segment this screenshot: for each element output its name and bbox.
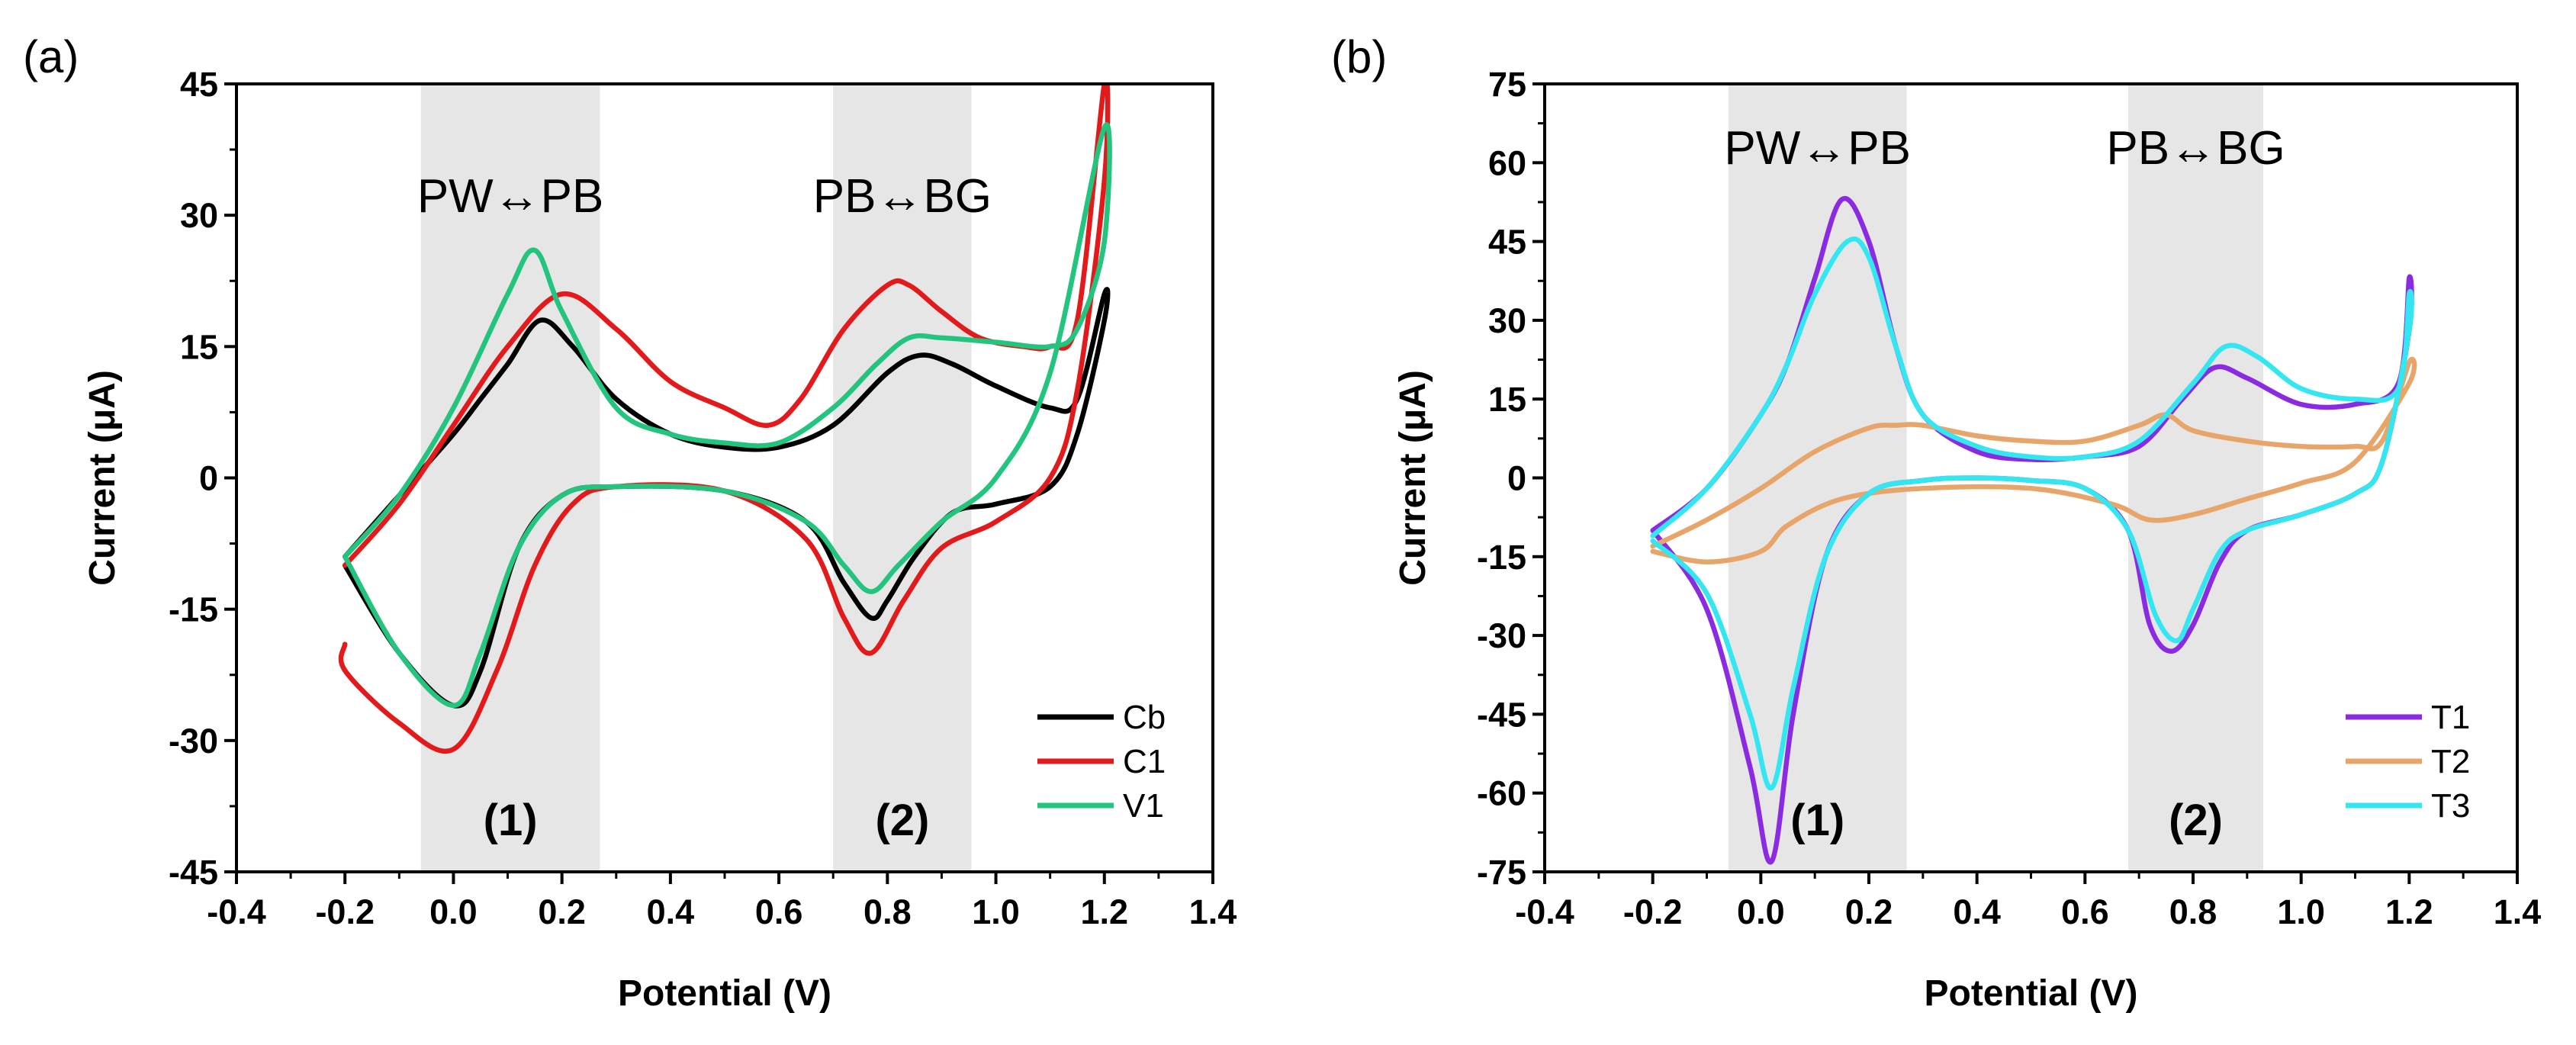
y-tick-label: 15 <box>180 327 218 366</box>
region-annotation-2: PB↔BG <box>2106 122 2285 175</box>
shaded-region-2 <box>2128 84 2264 872</box>
x-tick-label: 0.8 <box>2169 892 2217 931</box>
series-line-t3 <box>1650 236 2414 791</box>
y-tick-label: 45 <box>180 65 218 104</box>
x-tick-label: -0.2 <box>315 892 375 931</box>
x-tick-label: 0.8 <box>863 892 912 931</box>
y-tick-label: -30 <box>169 722 218 760</box>
shaded-region-1 <box>1728 84 1907 872</box>
x-tick-label: 1.2 <box>1080 892 1128 931</box>
x-tick-label: 0.6 <box>2061 892 2109 931</box>
x-tick-label: 1.0 <box>2277 892 2325 931</box>
region-annotation-2: PB↔BG <box>813 170 992 223</box>
panel-b: -0.4 -0.2 0.0 0.2 0.4 0.6 0.8 1.0 1.2 1.4 -75 -60 -4… <box>1331 31 2541 1014</box>
plot-frame <box>1543 82 2519 873</box>
plot-frame <box>235 82 1214 873</box>
x-tick-label: 0.4 <box>647 892 695 931</box>
region-label-2: (2) <box>875 796 929 845</box>
y-tick-label: 30 <box>1488 301 1526 340</box>
legend-label-t1: T1 <box>2431 699 2470 736</box>
x-tick-label: 1.2 <box>2385 892 2433 931</box>
shaded-region-1 <box>420 84 600 872</box>
x-tick-label: 0.0 <box>429 892 478 931</box>
legend-label-t2: T2 <box>2431 743 2470 780</box>
y-tick-label: 15 <box>1488 380 1526 419</box>
y-tick-label: -15 <box>169 590 218 629</box>
x-axis-title: Potential (V) <box>1924 973 2137 1014</box>
region-annotation-1: PW↔PB <box>1724 122 1911 175</box>
y-axis-title: Current (μA) <box>82 370 123 586</box>
legend-label-t3: T3 <box>2431 787 2470 825</box>
y-tick-label: -75 <box>1477 853 1526 892</box>
y-tick-label: -30 <box>1477 616 1526 655</box>
y-tick-label: -60 <box>1477 774 1526 813</box>
x-tick-label: -0.4 <box>207 892 266 931</box>
x-tick-label: 1.4 <box>1189 892 1237 931</box>
legend-label-v1: V1 <box>1123 787 1164 825</box>
region-label-2: (2) <box>2169 796 2223 845</box>
y-tick-label: 30 <box>180 196 218 235</box>
x-tick-label: 0.4 <box>1953 892 2001 931</box>
shaded-region-2 <box>833 84 972 872</box>
y-axis-title: Current (μA) <box>1393 370 1433 586</box>
region-label-1: (1) <box>484 796 538 845</box>
y-tick-label: 45 <box>1488 223 1526 262</box>
region-label-1: (1) <box>1790 796 1844 845</box>
x-tick-label: 0.2 <box>538 892 586 931</box>
x-axis-title: Potential (V) <box>618 973 831 1014</box>
series-line-t2 <box>1650 356 2417 564</box>
series-line-v1 <box>342 122 1112 709</box>
y-tick-label: -45 <box>1477 695 1526 734</box>
x-tick-label: 1.0 <box>972 892 1020 931</box>
panel-label: (b) <box>1331 31 1387 82</box>
y-tick-label: 0 <box>199 459 218 498</box>
region-annotation-1: PW↔PB <box>417 170 604 223</box>
legend-label-c1: C1 <box>1123 743 1166 780</box>
x-tick-label: 0.0 <box>1737 892 1785 931</box>
y-tick-label: -45 <box>169 853 218 892</box>
x-tick-label: -0.2 <box>1623 892 1683 931</box>
panel-a: -0.4 -0.2 0.0 0.2 0.4 0.6 0.8 1.0 1.2 1.4 -45 -30 -1… <box>23 31 1237 1014</box>
y-tick-label: -15 <box>1477 538 1526 577</box>
x-tick-label: 0.2 <box>1845 892 1893 931</box>
x-tick-label: 1.4 <box>2494 892 2542 931</box>
x-tick-label: -0.4 <box>1515 892 1574 931</box>
x-tick-label: 0.6 <box>755 892 803 931</box>
panel-label: (a) <box>23 31 79 82</box>
series-line-c1 <box>338 82 1111 754</box>
y-tick-label: 0 <box>1507 459 1526 498</box>
y-tick-label: 75 <box>1488 65 1526 104</box>
y-tick-label: 60 <box>1488 143 1526 182</box>
legend-label-cb: Cb <box>1123 699 1166 736</box>
